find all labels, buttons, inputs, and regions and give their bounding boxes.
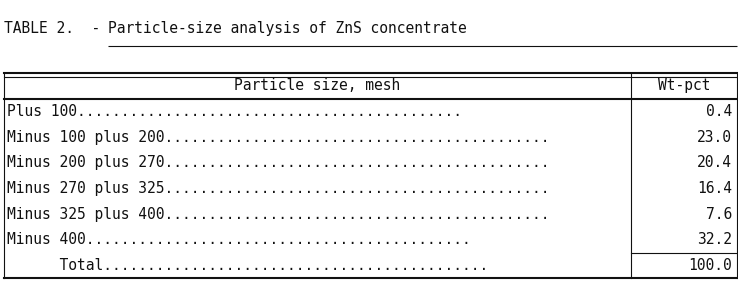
Text: Minus 200 plus 270............................................: Minus 200 plus 270......................… [7,155,549,170]
Text: Minus 100 plus 200............................................: Minus 100 plus 200......................… [7,130,549,145]
Text: Particle-size analysis of ZnS concentrate: Particle-size analysis of ZnS concentrat… [108,21,467,36]
Text: TABLE 2.  -: TABLE 2. - [4,21,108,36]
Text: 16.4: 16.4 [697,181,732,196]
Text: Wt-pct: Wt-pct [658,78,710,93]
Text: Minus 400............................................: Minus 400...............................… [7,232,470,247]
Text: Minus 325 plus 400............................................: Minus 325 plus 400......................… [7,207,549,222]
Text: 0.4: 0.4 [706,104,732,119]
Text: Plus 100............................................: Plus 100................................… [7,104,462,119]
Text: 7.6: 7.6 [706,207,732,222]
Text: 20.4: 20.4 [697,155,732,170]
Text: Particle size, mesh: Particle size, mesh [234,78,401,93]
Text: 23.0: 23.0 [697,130,732,145]
Text: Total............................................: Total...................................… [7,258,488,273]
Text: Minus 270 plus 325............................................: Minus 270 plus 325......................… [7,181,549,196]
Text: 32.2: 32.2 [697,232,732,247]
Text: 100.0: 100.0 [689,258,732,273]
